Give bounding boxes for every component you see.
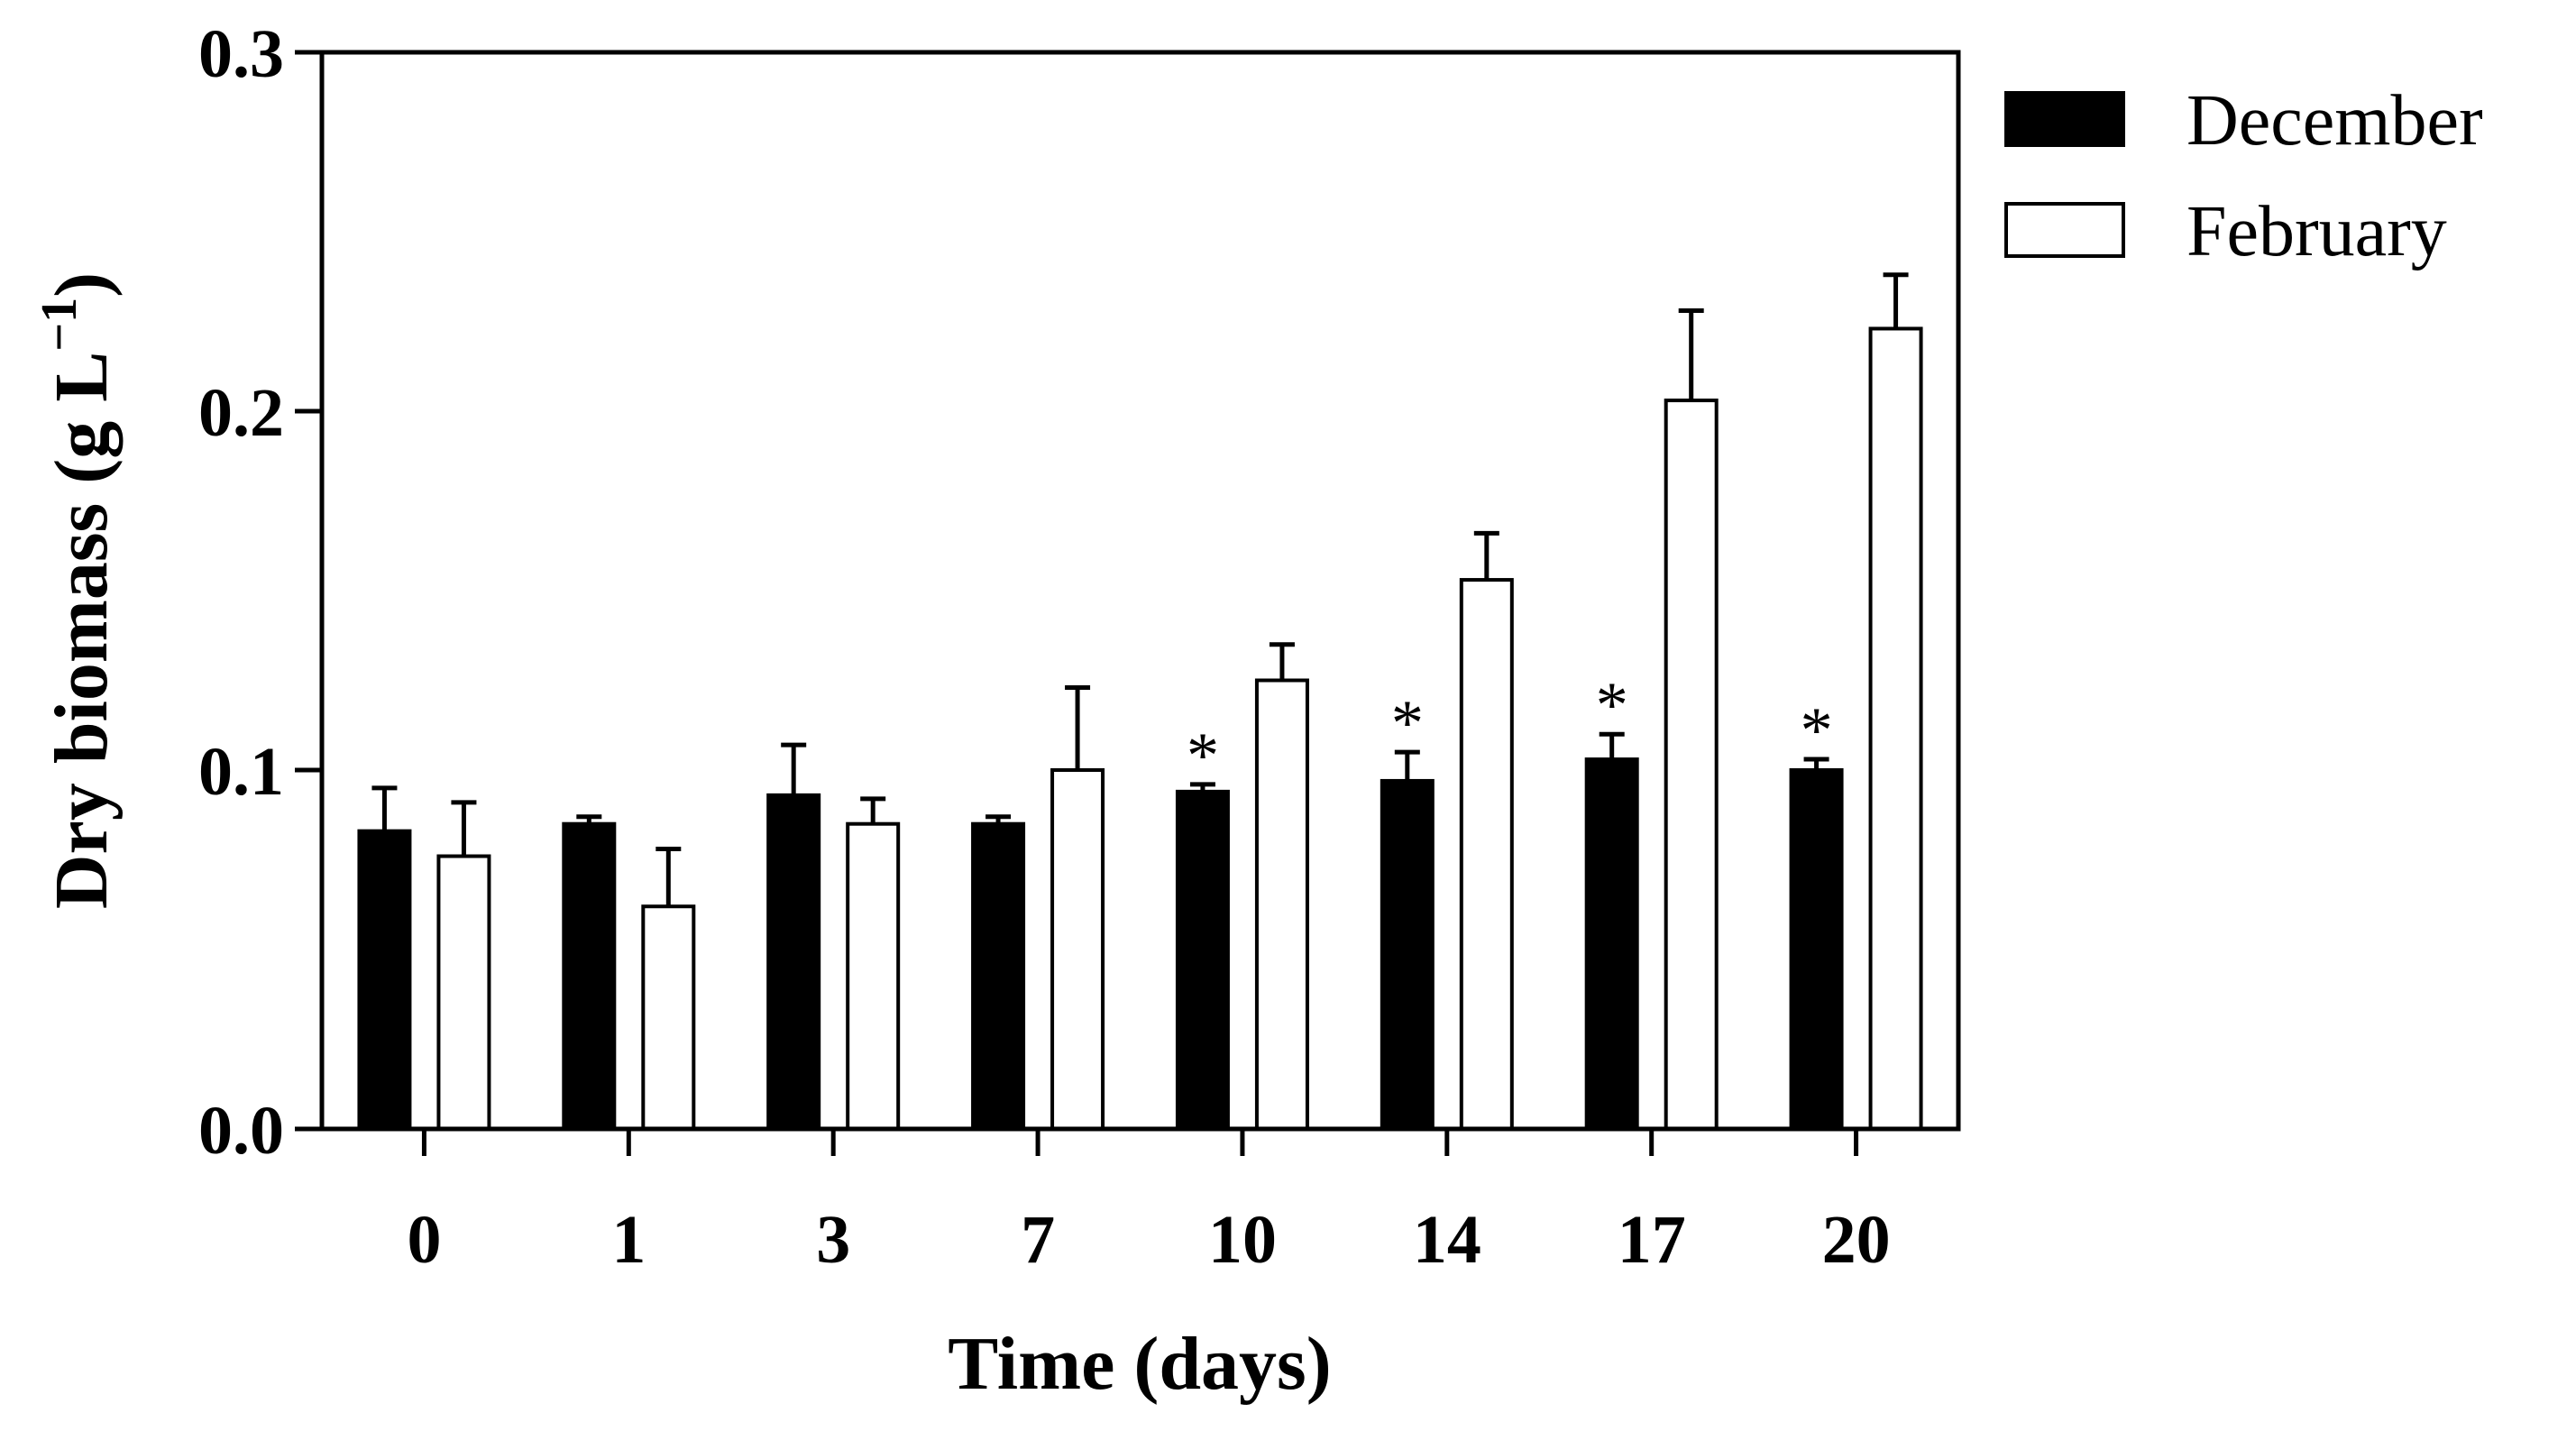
- y-axis-title: Dry biomass (g L−1): [32, 272, 124, 909]
- y-tick-label: 0.2: [198, 375, 284, 451]
- legend-label-february: February: [2186, 192, 2447, 271]
- y-axis: 0.0 0.1 0.2 0.3: [198, 16, 322, 1169]
- bar-december-20: [1789, 768, 1844, 1131]
- y-axis-title-superscript: −1: [32, 298, 87, 352]
- bar-december-3: [766, 793, 821, 1131]
- y-tick-label: 0.3: [198, 16, 284, 92]
- bar-december-7: [971, 821, 1026, 1131]
- bar-february-20: [1868, 326, 1923, 1131]
- significance-marker-20: *: [1801, 694, 1833, 766]
- y-tick-label: 0.0: [198, 1093, 284, 1169]
- bar-february-17: [1664, 399, 1719, 1131]
- bar-december-0: [357, 829, 412, 1131]
- x-tick-label: 20: [1822, 1202, 1891, 1278]
- y-tick-label: 0.1: [198, 734, 284, 810]
- significance-marker-10: *: [1187, 720, 1219, 792]
- bar-february-0: [436, 854, 491, 1132]
- x-tick-label: 1: [611, 1202, 646, 1278]
- bar-december-17: [1584, 757, 1639, 1131]
- x-tick-label: 3: [816, 1202, 850, 1278]
- legend-swatch-december: [2004, 91, 2125, 147]
- y-axis-title-main: Dry biomass (g L: [40, 352, 124, 909]
- bar-february-14: [1459, 578, 1514, 1131]
- x-axis: 0 1 3 7 10 14 17 20: [407, 1129, 1891, 1278]
- x-tick-label: 14: [1413, 1202, 1481, 1278]
- plot-area: * * * *: [319, 50, 1961, 1132]
- significance-marker-14: *: [1391, 687, 1424, 759]
- bar-february-10: [1254, 678, 1309, 1131]
- bar-february-1: [641, 904, 696, 1131]
- x-tick-label: 0: [407, 1202, 441, 1278]
- x-tick-label: 17: [1618, 1202, 1686, 1278]
- legend-swatch-february: [2004, 202, 2125, 258]
- y-axis-title-close: ): [40, 272, 124, 298]
- bar-december-14: [1380, 778, 1435, 1131]
- significance-marker-17: *: [1596, 669, 1628, 741]
- bar-february-7: [1050, 768, 1105, 1131]
- plot-frame: [319, 50, 1961, 1132]
- x-axis-title: Time (days): [948, 1322, 1331, 1406]
- bar-december-10: [1175, 789, 1230, 1131]
- bar-december-1: [562, 821, 617, 1131]
- x-tick-label: 10: [1208, 1202, 1277, 1278]
- bar-february-3: [846, 821, 901, 1131]
- x-tick-label: 7: [1021, 1202, 1055, 1278]
- legend: December February: [2004, 81, 2483, 271]
- legend-label-december: December: [2186, 81, 2483, 161]
